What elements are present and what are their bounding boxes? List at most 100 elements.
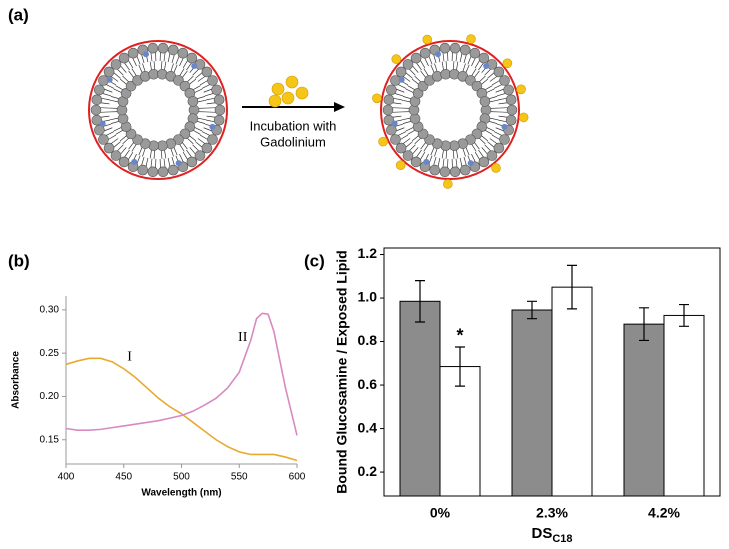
lipid-head	[177, 47, 189, 59]
lipid-tail	[150, 158, 153, 168]
x-tick-label: 550	[231, 472, 248, 483]
lipid-head	[382, 104, 394, 116]
y-tick-label: 1.0	[358, 289, 378, 305]
lipid-tail	[430, 64, 435, 74]
lipid-tail	[411, 78, 420, 85]
lipid-tail	[465, 64, 470, 74]
lipid-tail	[142, 147, 146, 157]
lipid-head	[479, 96, 491, 107]
lipid-tail	[167, 157, 171, 167]
lipid-tail	[463, 54, 467, 64]
lipid-tail	[196, 96, 206, 100]
marker	[142, 51, 149, 58]
lipid-tail	[401, 117, 411, 121]
marker	[191, 62, 198, 69]
lipid-head	[167, 44, 179, 56]
gold-particle	[391, 54, 402, 64]
y-axis-label: Bound Glucosamine / Exposed Lipid	[334, 250, 350, 493]
lipid-tail	[397, 131, 407, 136]
lipid-tail	[428, 155, 433, 165]
gold-particle	[395, 160, 406, 170]
y-tick-label: 0.8	[358, 332, 378, 348]
lipid-tail	[407, 85, 416, 91]
lipid-tail	[405, 126, 415, 132]
lipid-tail	[160, 61, 163, 71]
lipid-tail	[182, 151, 189, 160]
lipid-tail	[402, 96, 412, 100]
lipid-tail	[192, 144, 200, 152]
lipid-tail	[150, 52, 153, 62]
lipid-tail	[442, 158, 445, 168]
lipid-tail	[186, 137, 194, 145]
lipid-tail	[474, 60, 481, 69]
lipid-head	[167, 164, 179, 176]
annotation: II	[238, 330, 248, 345]
lipid-tail	[412, 65, 419, 73]
lipid-tail	[433, 156, 437, 166]
marker	[209, 123, 216, 130]
lipid-tail	[195, 72, 203, 79]
lipid-tail	[164, 149, 167, 159]
lipid-tail	[462, 63, 466, 73]
lipid-tail	[145, 157, 149, 167]
lipid-tail	[113, 72, 121, 79]
x-tick-label: 500	[173, 472, 190, 483]
lipid-head	[90, 104, 102, 116]
lipid-tail	[481, 147, 488, 155]
caption: Incubation with	[250, 118, 337, 133]
lipid-tail	[462, 147, 466, 157]
lipid-head	[449, 42, 461, 54]
lipid-tail	[497, 119, 507, 123]
lipid-tail	[397, 84, 407, 89]
lipid-tail	[419, 151, 426, 160]
y-tick-label: 0.30	[40, 304, 60, 315]
lipid-tail	[136, 55, 141, 65]
lipid-tail	[101, 97, 111, 101]
lipid-head	[493, 66, 505, 78]
gold-particle	[295, 86, 309, 100]
lipid-tail	[153, 61, 156, 71]
membrane-outline	[88, 40, 228, 180]
lipid-tail	[441, 149, 444, 159]
lipid-tail	[411, 135, 420, 142]
lipid-tail	[110, 75, 119, 82]
lipid-head	[187, 96, 199, 107]
lipid-tail	[414, 75, 422, 83]
lipid-tail	[434, 63, 438, 73]
lipid-head	[459, 164, 471, 176]
lipid-tail	[103, 88, 113, 93]
lipid-tail	[497, 97, 507, 101]
lipid-head	[201, 142, 213, 154]
lipid-head	[110, 59, 122, 70]
bar	[511, 309, 553, 497]
lipid-head	[386, 84, 397, 96]
gold-particle	[378, 136, 388, 147]
x-tick-label: 4.2%	[648, 505, 680, 521]
gold-particle	[281, 91, 295, 105]
lipid-head	[499, 134, 510, 145]
lipid-tail	[160, 149, 163, 159]
lipid-tail	[434, 147, 438, 157]
lipid-tail	[163, 158, 166, 168]
lipid-tail	[131, 68, 137, 77]
lipid-tail	[119, 78, 128, 85]
lipid-tail	[452, 149, 455, 159]
lipid-tail	[471, 153, 476, 163]
error-bar	[527, 300, 537, 320]
bar	[439, 366, 481, 497]
y-tick-label: 0.4	[358, 419, 378, 435]
lipid-tail	[484, 68, 492, 76]
lipid-tail	[496, 93, 506, 97]
lipid-tail	[179, 153, 184, 163]
lipid-tail	[402, 120, 412, 124]
bar	[399, 300, 441, 497]
arrow-head	[334, 102, 345, 112]
lipid-tail	[120, 65, 127, 73]
lipid-tail	[103, 127, 113, 132]
lipid-tail	[495, 127, 505, 132]
lipid-head	[395, 142, 407, 154]
lipid-tail	[463, 156, 467, 166]
lipid-tail	[127, 151, 134, 160]
gold-particle	[443, 179, 453, 189]
gold-particle	[268, 94, 282, 108]
